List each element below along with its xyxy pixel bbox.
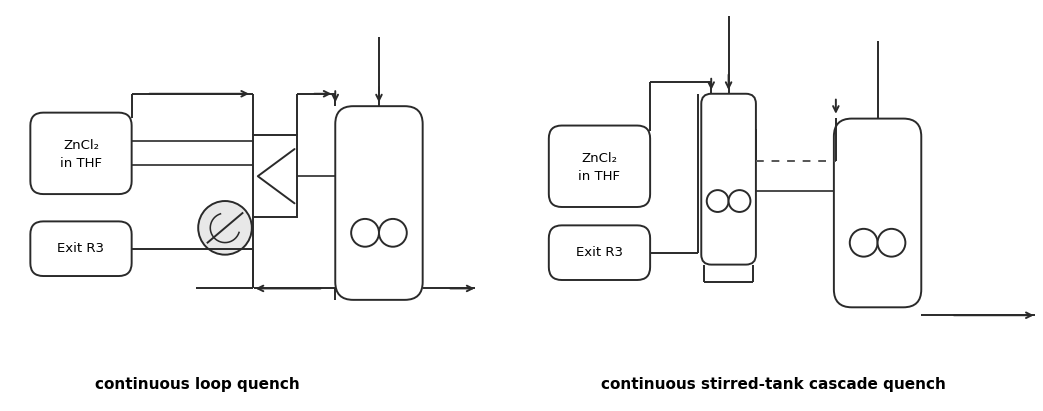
- Circle shape: [351, 219, 379, 247]
- Circle shape: [850, 229, 877, 256]
- Bar: [252, 136, 296, 217]
- Circle shape: [729, 190, 751, 212]
- FancyBboxPatch shape: [549, 125, 650, 207]
- Text: continuous loop quench: continuous loop quench: [95, 377, 299, 392]
- Text: ZnCl₂: ZnCl₂: [581, 152, 617, 165]
- Circle shape: [707, 190, 729, 212]
- FancyBboxPatch shape: [701, 94, 756, 265]
- FancyBboxPatch shape: [30, 113, 131, 194]
- Text: Exit R3: Exit R3: [57, 242, 104, 255]
- Circle shape: [877, 229, 905, 256]
- Circle shape: [198, 201, 251, 255]
- Text: Exit R3: Exit R3: [576, 246, 623, 259]
- FancyBboxPatch shape: [833, 119, 921, 307]
- Text: in THF: in THF: [60, 157, 102, 170]
- Circle shape: [379, 219, 407, 247]
- Text: continuous stirred-tank cascade quench: continuous stirred-tank cascade quench: [601, 377, 946, 392]
- FancyBboxPatch shape: [30, 222, 131, 276]
- Text: ZnCl₂: ZnCl₂: [63, 139, 99, 152]
- FancyBboxPatch shape: [335, 106, 422, 300]
- Text: in THF: in THF: [579, 170, 621, 183]
- FancyBboxPatch shape: [549, 225, 650, 280]
